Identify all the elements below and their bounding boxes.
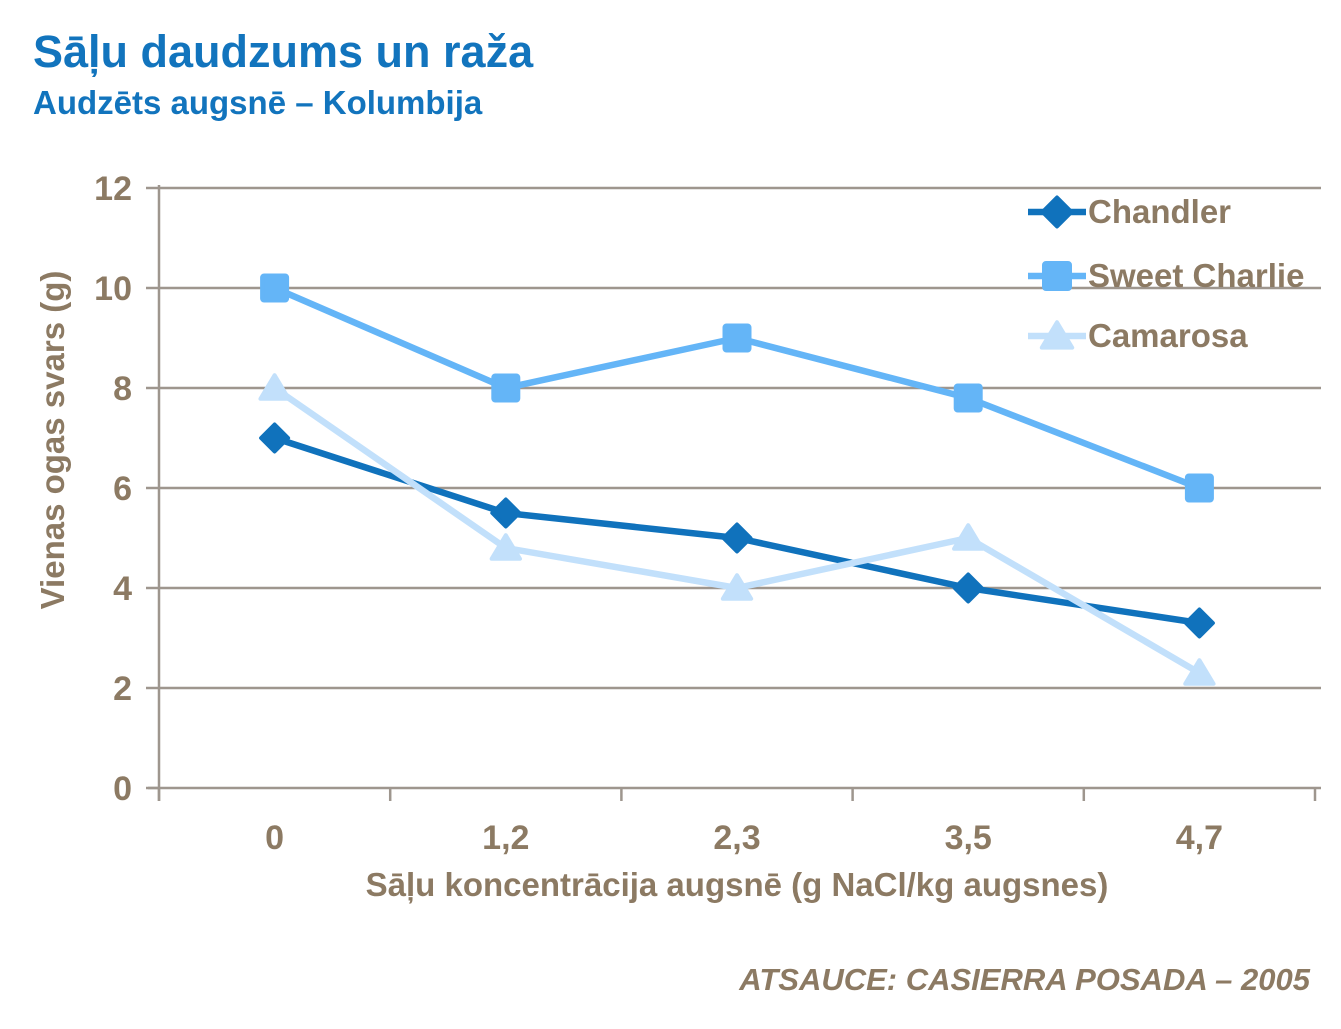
data-point-sweet-charlie-3 [953,383,983,413]
y-tick-label-12: 12 [94,170,132,208]
chart-title: Sāļu daudzums un raža [33,26,534,77]
legend-item-chandler: Chandler [1028,192,1231,232]
data-point-sweet-charlie-2 [722,323,752,353]
data-point-chandler-4 [1183,607,1215,639]
y-tick-label-2: 2 [113,670,132,708]
legend-label-sweet-charlie: Sweet Charlie [1088,257,1305,294]
chart-subtitle: Audzēts augsnē – Kolumbija [33,84,483,121]
y-tick-label-10: 10 [94,270,132,308]
legend-item-sweet-charlie: Sweet Charlie [1028,256,1304,296]
x-tick-label-3: 3,5 [945,819,992,857]
data-point-camarosa-1 [489,533,522,561]
data-point-camarosa-0 [258,373,291,401]
y-tick-label-6: 6 [113,470,132,508]
legend-item-camarosa: Camarosa [1028,316,1248,356]
data-point-camarosa-2 [720,573,754,601]
legend-marker-glyph-square [1042,261,1072,291]
data-point-chandler-0 [259,422,291,454]
y-tick-label-0: 0 [113,770,132,808]
data-point-sweet-charlie-1 [491,373,521,403]
x-tick-label-2: 2,3 [713,819,760,857]
legend-label-camarosa: Camarosa [1088,317,1248,354]
legend-marker-glyph-diamond [1040,195,1074,229]
sweet-charlie-line-marker-icon [1028,261,1086,291]
x-tick-label-1: 1,2 [482,819,529,857]
data-point-chandler-2 [721,522,753,554]
chandler-line-marker-icon [1028,195,1086,229]
y-tick-label-8: 8 [113,370,132,408]
camarosa-line-marker-icon [1028,320,1086,350]
x-axis-title: Sāļu koncentrācija augsnē (g NaCl/kg aug… [365,866,1109,903]
data-point-chandler-3 [952,572,984,604]
data-point-chandler-1 [490,497,522,529]
legend-marker-glyph-triangle [1039,320,1075,350]
source-citation: ATSAUCE: CASIERRA POSADA – 2005 [739,962,1310,997]
x-tick-label-4: 4,7 [1176,819,1223,857]
legend-label-chandler: Chandler [1088,193,1232,230]
y-axis-title: Vienas ogas svars (g) [34,270,71,610]
x-tick-label-0: 0 [265,819,284,857]
data-point-sweet-charlie-0 [260,273,290,303]
data-point-sweet-charlie-4 [1184,473,1214,503]
data-point-camarosa-4 [1183,658,1216,686]
data-point-camarosa-3 [952,523,985,551]
y-tick-label-4: 4 [113,570,132,608]
